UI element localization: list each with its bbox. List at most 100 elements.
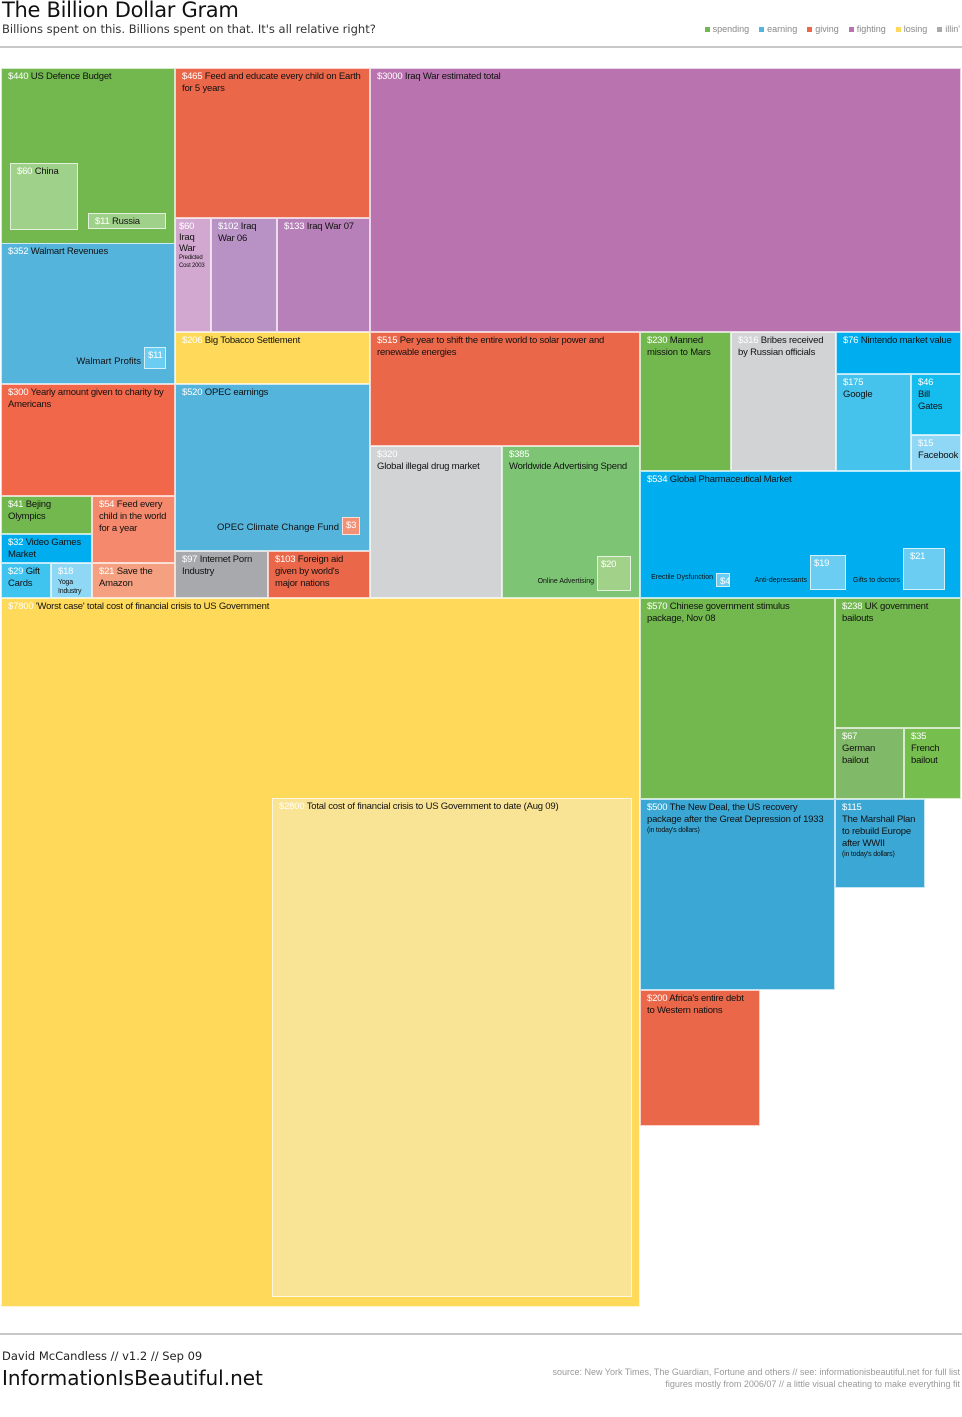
block-label: The Marshall Plan to rebuild Europe afte… [842,814,916,849]
block-label: 'Worst case' total cost of financial cri… [35,601,270,612]
block-label: Iraq War [179,232,196,254]
block-value: $238 [842,601,863,612]
block-label: China [34,166,59,177]
block-value: $230 [647,335,668,346]
block-german-bailout: $67 German bailout [835,728,904,799]
block-label: French bailout [911,743,940,766]
block-label: Anti-depressants [754,577,807,584]
block-value: $29 [8,566,24,577]
block-value: $352 [8,246,29,257]
block-per-year-to-shift-the-entire-world-to-so: $515 Per year to shift the entire world … [370,332,640,446]
block-opec-climate-change-fund: $3 [342,517,360,535]
block-label: Online Advertising [537,578,594,585]
block-label: Russia [112,216,140,227]
block-label: Per year to shift the entire world to so… [377,335,605,358]
block-note: (in today's dollars) [647,827,700,834]
block-erectile-dysfunction: $4 [716,573,730,587]
block-google: $175 Google [836,374,911,471]
legend-item-fighting: fighting [848,24,886,34]
block-chinese-government-stimulus-package-nov-: $570 Chinese government stimulus package… [640,598,835,799]
block-uk-government-bailouts: $238 UK government bailouts [835,598,961,728]
block-value: $21 [99,566,115,577]
block-value: $206 [182,335,203,346]
block-label: Total cost of financial crisis to US Gov… [306,801,559,812]
legend-swatch [759,27,765,33]
block-value: $60 [179,221,195,232]
block-russia: $11 Russia [88,213,166,229]
block-value: $465 [182,71,203,82]
block-iraq-war-estimated-total: $3000 Iraq War estimated total [370,68,961,332]
block-value: $18 [58,566,74,577]
legend-swatch [704,27,710,33]
legend-label: illin' [945,24,960,34]
block-note: Predicted Cost 2003 [179,255,205,269]
block-label: Global Pharmaceutical Market [669,474,792,485]
block-value: $97 [182,554,198,565]
legend-swatch [937,27,943,33]
block-feed-and-educate-every-child-on-earth-fo: $465 Feed and educate every child on Ear… [175,68,370,218]
block-value: $19 [814,558,830,569]
block-label: Feed every child in the world for a year [99,499,167,534]
page-subtitle: Billions spent on this. Billions spent o… [2,22,376,36]
block-label: Walmart Revenues [30,246,109,257]
block-label: Feed and educate every child on Earth fo… [182,71,361,94]
source-note: source: New York Times, The Guardian, Fo… [552,1366,960,1390]
block-the-marshall-plan-to-rebuild-europe-afte: $115 The Marshall Plan to rebuild Europe … [835,799,925,888]
block-label: Save the Amazon [99,566,153,589]
block-label: Iraq War estimated total [404,71,501,82]
block-value: $3000 [377,71,403,82]
block-label: Video Games Market [8,537,81,560]
legend: spending earning giving fighting losing illin… [704,24,960,34]
block-big-tobacco-settlement: $206 Big Tobacco Settlement [175,332,370,384]
block-value: $385 [509,449,530,460]
block-gifts-to-doctors: $21 [903,548,945,590]
block-french-bailout: $35 French bailout [904,728,961,799]
block-value: $300 [8,387,29,398]
block-value: $54 [99,499,115,510]
block-value: $41 [8,499,24,510]
block-feed-every-child-in-the-world-for-a-year: $54 Feed every child in the world for a … [92,496,175,563]
credit: David McCandless // v1.2 // Sep 09 [2,1349,203,1363]
block-bribes-received-by-russian-officials: $316 Bribes received by Russian official… [731,332,836,471]
block-value: $570 [647,601,668,612]
block-save-the-amazon: $21 Save the Amazon [92,563,175,598]
block-label: Google [843,389,873,400]
block-internet-porn-industry: $97 Internet Porn Industry [175,551,268,598]
block-facebook: $15 Facebook [911,435,961,471]
block-label: Bill Gates [918,389,943,412]
block-bejing-olympics: $41 Bejing Olympics [1,496,92,534]
footer-divider [0,1333,962,1335]
block-label: Manned mission to Mars [647,335,711,358]
block-label: UK government bailouts [842,601,929,624]
block-value: $133 [284,221,305,232]
source-line: figures mostly from 2006/07 // a little … [665,1379,960,1389]
block-the-new-deal-the-us-recovery-package-aft: $500 The New Deal, the US recovery packa… [640,799,835,990]
legend-item-earning: earning [759,24,797,34]
block-label: Yoga Industry [58,579,82,595]
block-label: US Defence Budget [30,71,112,82]
block-value: $20 [601,559,617,570]
block-manned-mission-to-mars: $230 Manned mission to Mars [640,332,731,471]
block-value: $102 [218,221,239,232]
header-divider [0,46,962,48]
block-value: $515 [377,335,398,346]
block-label: Chinese government stimulus package, Nov… [647,601,790,624]
block-value: $115 [842,802,862,813]
legend-label: earning [767,24,798,34]
legend-swatch [848,27,854,33]
block-value: $32 [8,537,24,548]
legend-label: giving [815,24,839,34]
block-label: Gifts to doctors [852,577,900,584]
block-online-advertising: $20 [597,556,631,591]
legend-item-illin: illin' [937,24,960,34]
block-value: $7800 [8,601,34,612]
block-value: $534 [647,474,668,485]
block-nintendo-market-value: $76 Nintendo market value [836,332,961,374]
block-global-illegal-drug-market: $320 Global illegal drug market [370,446,502,598]
block-value: $11 [148,350,163,361]
block-value: $316 [738,335,759,346]
block-label: Bribes received by Russian officials [738,335,824,358]
block-anti-depressants: $19 [810,555,846,590]
block-label: Africa's entire debt to Western nations [647,993,744,1016]
block-value: $175 [843,377,864,388]
